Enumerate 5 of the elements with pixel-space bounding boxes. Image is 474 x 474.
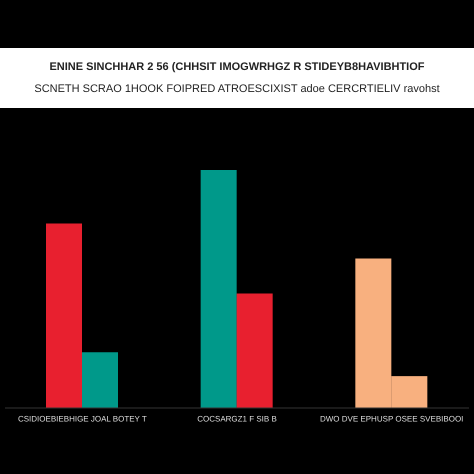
x-tick-label: DWO DVE EPHUSP OSEE SVEBIBOOI xyxy=(320,414,464,424)
x-tick-label: COCSARGZ1 F SIB B xyxy=(197,414,277,424)
chart-subtitle: SCNETH SCRAO 1HOOK FOIPRED ATROESCIXIST adoe CERCRTIELIV ravohst xyxy=(33,82,441,97)
x-tick-label: CSIDIOEBIEBHIGE JOAL BOTEY T xyxy=(18,414,147,424)
chart-title: ENINE SINCHHAR 2 56 (CHHSIT IMOGWRHGZ R STIDEYB8HAVIBHTIOF xyxy=(48,60,426,75)
